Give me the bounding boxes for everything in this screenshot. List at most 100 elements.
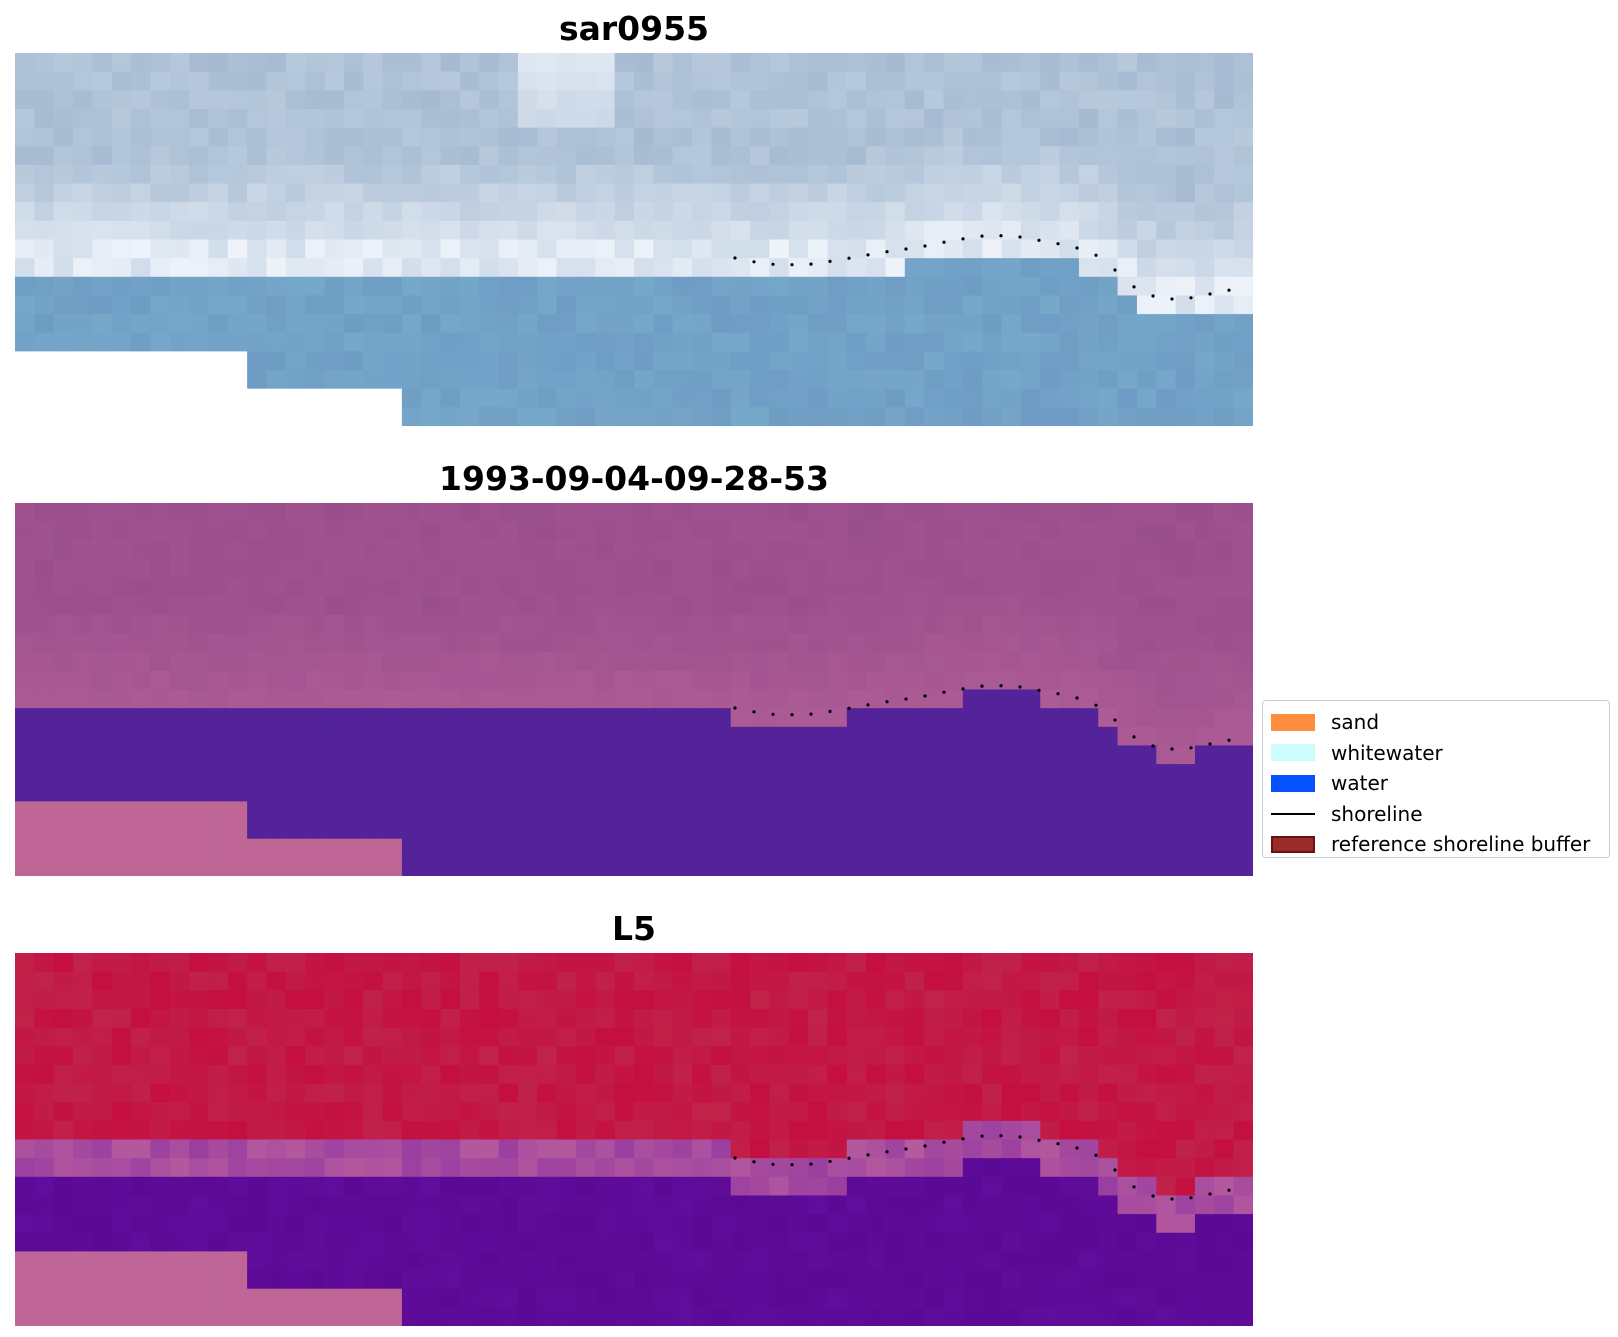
shoreline-point	[1227, 1188, 1231, 1192]
shoreline-point	[790, 263, 794, 267]
shoreline-point	[771, 712, 775, 716]
shoreline-point	[980, 234, 984, 238]
shoreline-point	[1170, 747, 1174, 751]
shoreline-point	[1018, 1135, 1022, 1139]
shoreline-point	[942, 690, 946, 694]
shoreline-point	[809, 1162, 813, 1166]
shoreline-point	[961, 687, 965, 691]
shoreline-point	[1227, 288, 1231, 292]
shoreline-point	[771, 1162, 775, 1166]
shoreline-point	[1189, 746, 1193, 750]
shoreline-point	[1132, 285, 1136, 289]
legend-label: reference shoreline buffer	[1331, 832, 1591, 857]
shoreline-point	[1037, 238, 1041, 242]
shoreline-point	[752, 710, 756, 714]
legend-label: shoreline	[1331, 801, 1423, 826]
shoreline-point	[1189, 296, 1193, 300]
shoreline-point	[790, 713, 794, 717]
shoreline-point	[866, 253, 870, 257]
shoreline-point	[752, 1160, 756, 1164]
shoreline-point	[999, 234, 1003, 238]
legend-item-sand: sand	[1271, 707, 1609, 738]
shoreline-point	[733, 1156, 737, 1160]
shoreline-point	[1151, 744, 1155, 748]
shoreline-point	[847, 256, 851, 260]
panel-title-satellite: L5	[612, 909, 656, 948]
shoreline-point	[1189, 1196, 1193, 1200]
shoreline-point	[961, 1137, 965, 1141]
panel-title-date: 1993-09-04-09-28-53	[439, 459, 829, 498]
shoreline-point	[923, 244, 927, 248]
shoreline-point	[1208, 742, 1212, 746]
shoreline-point	[828, 1159, 832, 1163]
legend-item-reference-buffer: reference shoreline buffer	[1271, 829, 1609, 860]
shoreline-point	[1132, 735, 1136, 739]
shoreline-point	[885, 250, 889, 254]
legend-item-whitewater: whitewater	[1271, 738, 1609, 769]
shoreline-line-swatch	[1271, 812, 1315, 815]
shoreline-point	[1170, 297, 1174, 301]
shoreline-point	[1208, 292, 1212, 296]
legend-label: sand	[1331, 710, 1380, 735]
shoreline-point	[923, 694, 927, 698]
shoreline-point	[1208, 1192, 1212, 1196]
shoreline-point	[1227, 738, 1231, 742]
shoreline-point	[866, 703, 870, 707]
shoreline-point	[1094, 253, 1098, 257]
water-swatch	[1271, 774, 1315, 792]
shoreline-point	[847, 1156, 851, 1160]
shoreline-point	[1113, 268, 1117, 272]
shoreline-point	[885, 1150, 889, 1154]
shoreline-point	[1170, 1197, 1174, 1201]
legend-label: whitewater	[1331, 740, 1443, 765]
shoreline-point	[999, 1134, 1003, 1138]
legend-item-water: water	[1271, 768, 1609, 799]
shoreline-point	[904, 247, 908, 251]
shoreline-point	[1075, 1146, 1079, 1150]
shoreline-point	[1151, 1194, 1155, 1198]
satellite-image-panel	[15, 53, 1253, 426]
shoreline-point	[1018, 685, 1022, 689]
sand-swatch	[1271, 713, 1315, 731]
shoreline-point	[1094, 703, 1098, 707]
shoreline-point	[1094, 1153, 1098, 1157]
shoreline-point	[1018, 235, 1022, 239]
whitewater-swatch	[1271, 744, 1315, 762]
shoreline-point	[999, 684, 1003, 688]
shoreline-point	[809, 262, 813, 266]
shoreline-point	[980, 684, 984, 688]
shoreline-point	[1132, 1185, 1136, 1189]
legend-item-shoreline: shoreline	[1271, 799, 1609, 830]
panel-title-sar: sar0955	[558, 9, 710, 48]
shoreline-point	[961, 237, 965, 241]
shoreline-point	[1056, 1142, 1060, 1146]
index-image-panel	[15, 953, 1253, 1326]
shoreline-point	[866, 1153, 870, 1157]
shoreline-point	[790, 1163, 794, 1167]
shoreline-point	[980, 1134, 984, 1138]
shoreline-point	[1037, 1138, 1041, 1142]
reference-buffer-swatch	[1271, 835, 1315, 853]
shoreline-point	[885, 700, 889, 704]
shoreline-point	[904, 1147, 908, 1151]
shoreline-point	[942, 240, 946, 244]
shoreline-point	[923, 1144, 927, 1148]
shoreline-point	[1113, 1168, 1117, 1172]
shoreline-point	[809, 712, 813, 716]
legend-label: water	[1331, 771, 1388, 796]
shoreline-point	[1056, 692, 1060, 696]
shoreline-point	[752, 260, 756, 264]
shoreline-point	[828, 259, 832, 263]
shoreline-point	[1056, 242, 1060, 246]
shoreline-point	[1037, 688, 1041, 692]
shoreline-point	[942, 1140, 946, 1144]
shoreline-point	[733, 706, 737, 710]
shoreline-point	[847, 706, 851, 710]
shoreline-point	[771, 262, 775, 266]
shoreline-point	[904, 697, 908, 701]
shoreline-point	[1151, 294, 1155, 298]
shoreline-point	[1075, 246, 1079, 250]
legend: sand whitewater water shoreline referenc…	[1262, 700, 1610, 858]
classified-image-panel	[15, 503, 1253, 876]
shoreline-point	[828, 709, 832, 713]
